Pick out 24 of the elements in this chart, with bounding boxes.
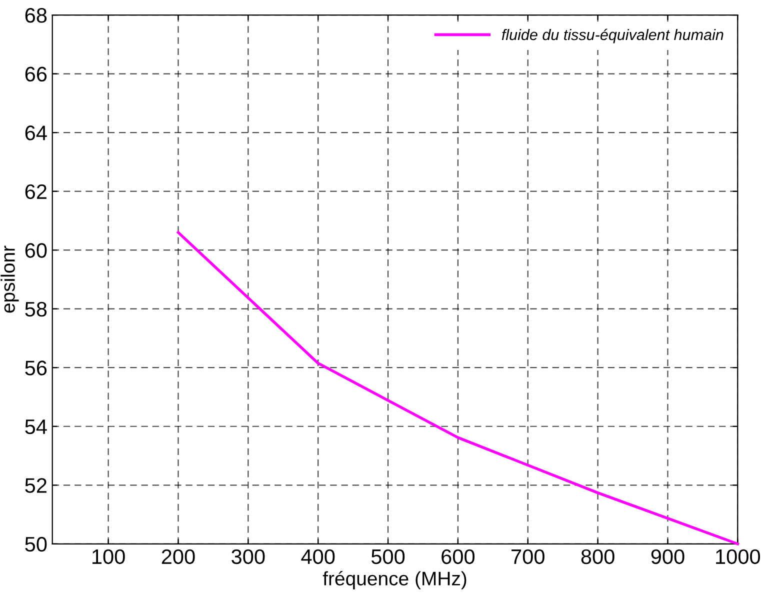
x-tick-label: 500 [371,549,405,564]
x-tick-label: 1000 [716,549,760,564]
x-tick-label: 400 [301,549,335,564]
y-tick-label: 64 [25,126,47,140]
x-tick-label: 900 [651,549,684,564]
y-tick-label: 68 [25,8,47,23]
x-tick-label: 800 [581,549,614,564]
y-tick-label: 54 [25,420,47,434]
line-series [176,231,740,546]
y-tick-label: 52 [25,478,46,493]
y-tick-label: 58 [25,302,47,317]
x-tick-label: 600 [442,549,475,564]
y-tick-label: 66 [25,66,47,82]
legend-label: fluide du tissu-équivalent humain [502,28,724,44]
y-tick-label: 60 [25,243,47,258]
x-axis-title: fréquence (MHz) [322,570,466,590]
x-tick-label: 300 [232,549,265,564]
y-tick-label: 50 [25,536,47,552]
x-tick-label: 100 [92,549,125,564]
y-tick-label: 56 [25,360,47,376]
x-tick-label: 200 [162,549,195,564]
y-tick-label: 62 [25,184,46,200]
x-tick-label: 700 [512,549,544,564]
y-axis-title: epsilonr [0,246,19,313]
